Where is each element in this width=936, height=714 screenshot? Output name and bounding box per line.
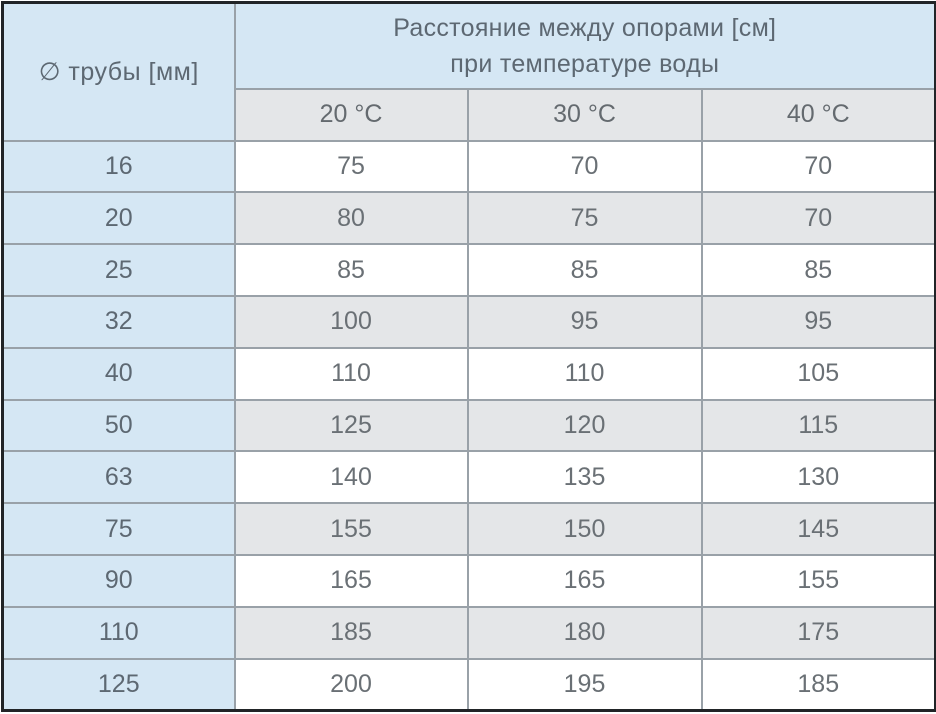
distance-cell: 155 <box>233 502 469 556</box>
table-row: 90 165 165 155 <box>1 554 936 608</box>
table-row: 25 85 85 85 <box>1 243 936 297</box>
distance-cell: 165 <box>466 554 703 608</box>
diameter-cell: 110 <box>1 605 236 660</box>
distance-cell: 140 <box>233 450 469 505</box>
distance-cell: 85 <box>700 243 936 297</box>
distance-header-line1: Расстояние между опорами [см] <box>393 13 777 42</box>
distance-cell: 135 <box>466 450 703 505</box>
diameter-cell: 50 <box>1 398 236 453</box>
distance-cell: 100 <box>233 294 469 349</box>
table-row: 16 75 70 70 <box>1 139 936 194</box>
distance-cell: 75 <box>466 191 703 246</box>
header-row-main: ∅ трубы [мм] Расстояние между опорами [с… <box>1 1 936 142</box>
distance-cell: 85 <box>466 243 703 297</box>
diameter-cell: 125 <box>1 657 236 712</box>
diameter-cell: 20 <box>1 191 236 246</box>
diameter-cell: 25 <box>1 243 236 297</box>
distance-cell: 70 <box>700 139 936 194</box>
distance-cell: 185 <box>233 605 469 660</box>
distance-cell: 105 <box>700 346 936 401</box>
table-row: 125 200 195 185 <box>1 657 936 712</box>
distance-cell: 95 <box>466 294 703 349</box>
diameter-cell: 90 <box>1 554 236 608</box>
distance-cell: 185 <box>700 657 936 712</box>
temp-column-header-20c: 20 °C <box>233 87 469 142</box>
distance-cell: 115 <box>700 398 936 453</box>
distance-cell: 110 <box>466 346 703 401</box>
distance-cell: 155 <box>700 554 936 608</box>
table-row: 32 100 95 95 <box>1 294 936 349</box>
header-row-temps: 20 °C 30 °C 40 °C <box>3 87 936 142</box>
distance-cell: 200 <box>233 657 469 712</box>
distance-cell: 110 <box>233 346 469 401</box>
table-row: 63 140 135 130 <box>1 450 936 505</box>
diameter-cell: 40 <box>1 346 236 401</box>
distance-cell: 95 <box>700 294 936 349</box>
distance-header-line2: при температуре воды <box>450 49 720 78</box>
distance-cell: 75 <box>233 139 469 194</box>
distance-cell: 175 <box>700 605 936 660</box>
distance-cell: 150 <box>466 502 703 556</box>
temp-column-header-40c: 40 °C <box>700 87 936 142</box>
diameter-cell: 16 <box>1 139 236 194</box>
table-row: 50 125 120 115 <box>1 398 936 453</box>
table-row: 110 185 180 175 <box>1 605 936 660</box>
table-row: 75 155 150 145 <box>1 502 936 556</box>
distance-cell: 125 <box>233 398 469 453</box>
diameter-cell: 63 <box>1 450 236 505</box>
distance-cell: 80 <box>233 191 469 246</box>
diameter-cell: 32 <box>1 294 236 349</box>
distance-cell: 145 <box>700 502 936 556</box>
table-row: 20 80 75 70 <box>1 191 936 246</box>
diameter-column-header: ∅ трубы [мм] <box>1 1 236 142</box>
distance-cell: 120 <box>466 398 703 453</box>
diameter-cell: 75 <box>1 502 236 556</box>
distance-cell: 195 <box>466 657 703 712</box>
distance-cell: 70 <box>466 139 703 194</box>
distance-header: Расстояние между опорами [см] при темпер… <box>233 1 936 90</box>
distance-cell: 85 <box>233 243 469 297</box>
table-row: 40 110 110 105 <box>1 346 936 401</box>
distance-cell: 165 <box>233 554 469 608</box>
temp-column-header-30c: 30 °C <box>466 87 703 142</box>
distance-cell: 180 <box>466 605 703 660</box>
distance-cell: 70 <box>700 191 936 246</box>
distance-cell: 130 <box>700 450 936 505</box>
